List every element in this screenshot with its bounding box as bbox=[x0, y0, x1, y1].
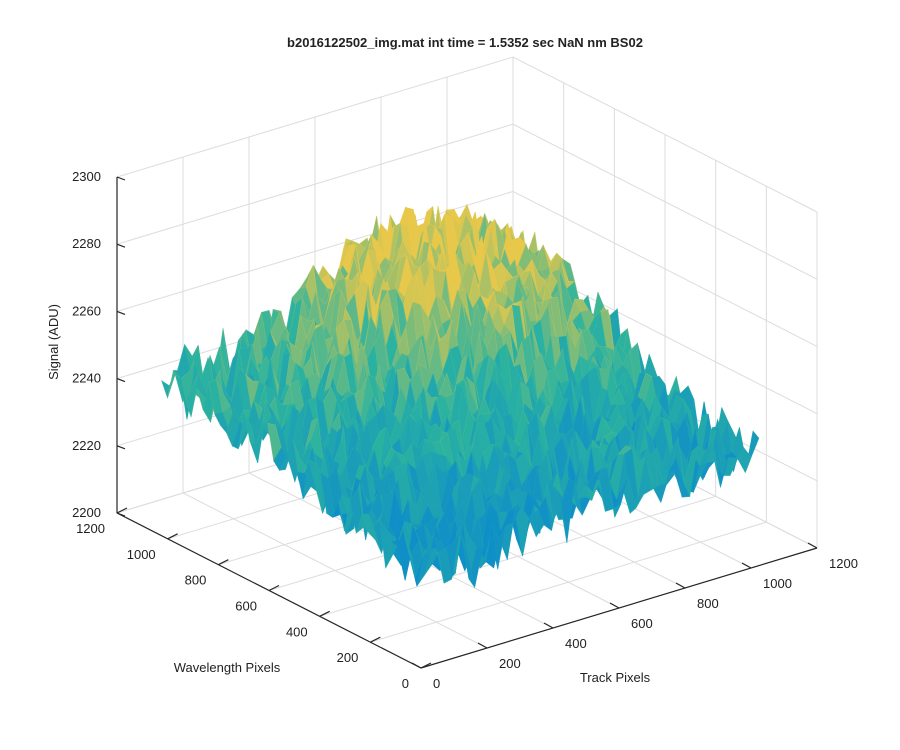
y-tick-label: 600 bbox=[235, 599, 257, 614]
z-tick-label: 2280 bbox=[72, 236, 101, 251]
x-tick-mark bbox=[411, 662, 422, 669]
y-tick-label: 800 bbox=[185, 573, 207, 588]
z-tick-mark bbox=[116, 378, 126, 383]
tick-labels: 0 200 400 600 800 1000 1200 0 200 400 600 800 1000 12… bbox=[72, 169, 858, 691]
x-tick-mark bbox=[807, 542, 818, 549]
z-tick-label: 2300 bbox=[72, 169, 101, 184]
y-tick-mark bbox=[420, 662, 432, 669]
y-tick-label: 200 bbox=[337, 650, 359, 665]
y-tick-label: 1200 bbox=[76, 521, 105, 536]
y-tick-mark bbox=[167, 533, 178, 540]
x-tick-mark bbox=[477, 642, 488, 649]
y-tick-mark bbox=[116, 507, 128, 514]
x-tick-mark bbox=[609, 602, 620, 609]
x-tick-label: 1000 bbox=[763, 576, 792, 591]
x-tick-label: 800 bbox=[697, 596, 719, 611]
z-tick-mark bbox=[116, 176, 126, 181]
z-tick-mark bbox=[116, 445, 126, 450]
y-axis-label: Wavelength Pixels bbox=[174, 660, 281, 675]
x-tick-mark bbox=[741, 562, 752, 569]
surface-patch bbox=[414, 546, 429, 578]
x-tick-label: 1200 bbox=[829, 556, 858, 571]
x-tick-mark bbox=[675, 582, 686, 589]
y-tick-mark bbox=[218, 559, 229, 566]
z-tick-label: 2240 bbox=[72, 371, 101, 386]
chart-title: b2016122502_img.mat int time = 1.5352 se… bbox=[287, 35, 643, 50]
x-tick-label: 0 bbox=[433, 676, 440, 691]
y-tick-label: 400 bbox=[286, 624, 308, 639]
y-tick-label: 1000 bbox=[127, 547, 156, 562]
x-axis-label: Track Pixels bbox=[580, 670, 651, 685]
x-tick-label: 200 bbox=[499, 656, 521, 671]
grid-line-z bbox=[116, 56, 818, 213]
surface-mesh bbox=[161, 203, 760, 589]
y-tick-mark bbox=[370, 636, 381, 643]
y-tick-mark bbox=[319, 610, 330, 617]
z-tick-mark bbox=[116, 512, 126, 517]
x-tick-label: 600 bbox=[631, 616, 653, 631]
z-tick-label: 2200 bbox=[72, 505, 101, 520]
z-tick-label: 2220 bbox=[72, 438, 101, 453]
y-tick-mark bbox=[268, 584, 280, 592]
z-tick-mark bbox=[116, 243, 126, 248]
z-tick-mark bbox=[116, 310, 126, 315]
y-tick-label: 0 bbox=[402, 676, 409, 691]
z-axis-label: Signal (ADU) bbox=[46, 304, 61, 380]
z-tick-label: 2260 bbox=[72, 303, 101, 318]
x-tick-label: 400 bbox=[565, 636, 587, 651]
x-tick-mark bbox=[543, 622, 554, 629]
